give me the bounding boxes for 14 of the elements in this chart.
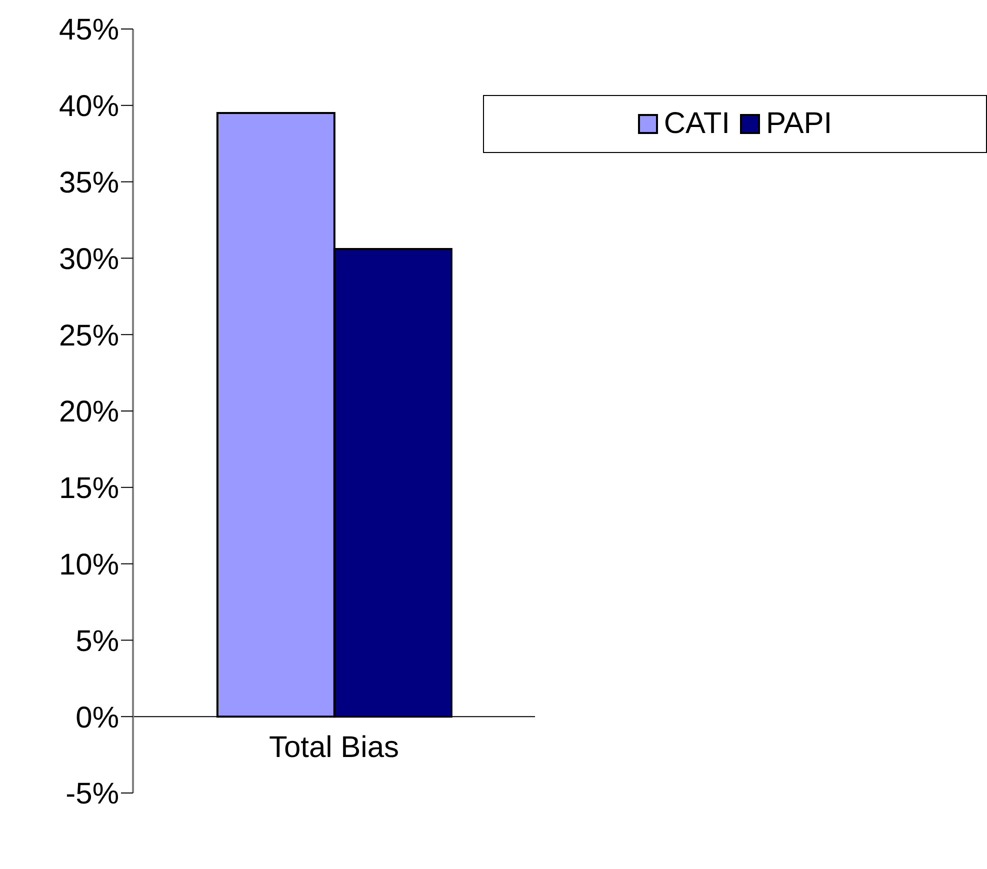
legend-label: PAPI xyxy=(766,107,832,141)
y-tick-label: 25% xyxy=(58,319,119,352)
y-tick-label: 30% xyxy=(58,242,119,276)
y-tick-label: -5% xyxy=(66,778,119,811)
y-tick-label: 45% xyxy=(58,14,119,47)
x-tick-label: Total Bias xyxy=(268,730,400,764)
y-tick-label: 10% xyxy=(58,548,119,582)
y-tick-label: 40% xyxy=(58,90,119,124)
legend-label: CATI xyxy=(664,107,730,141)
y-tick-label: 5% xyxy=(76,624,119,658)
y-tick-label: 35% xyxy=(58,166,119,200)
y-tick-label: 0% xyxy=(76,701,119,734)
y-tick-label: 20% xyxy=(58,396,119,429)
y-tick-label: 15% xyxy=(58,472,119,506)
